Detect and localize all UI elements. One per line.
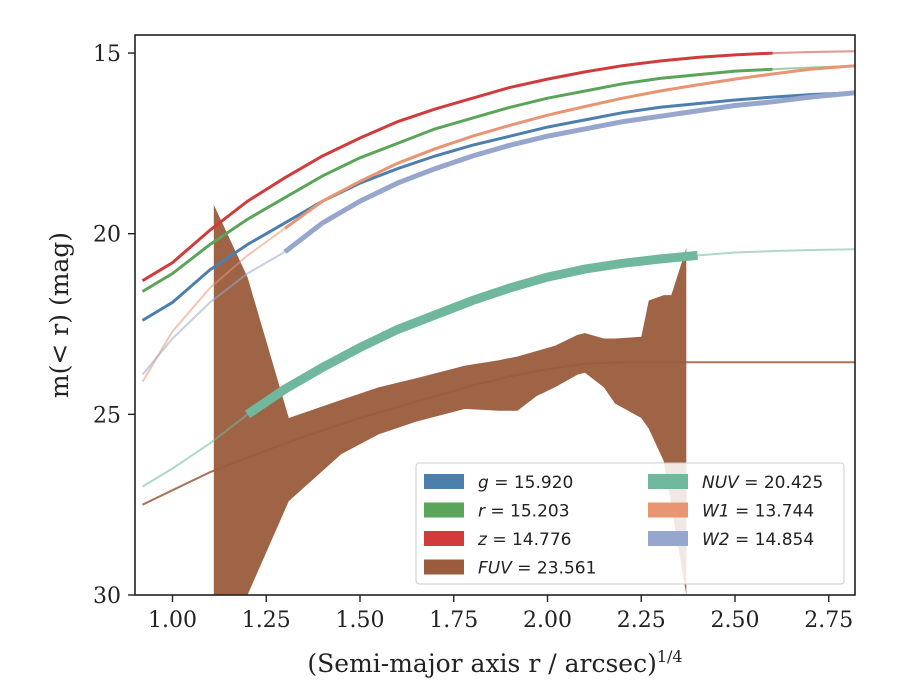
legend-label-g: g = 15.920 <box>478 473 573 493</box>
legend-swatch-w2 <box>648 531 688 546</box>
series-w1-line <box>284 64 855 230</box>
series-w1 <box>141 64 855 383</box>
x-tick-label: 2.25 <box>617 608 666 633</box>
series-r-line <box>141 67 773 293</box>
x-tick-label: 2.75 <box>804 608 853 633</box>
series-w2-line <box>283 90 855 254</box>
series-w2 <box>141 90 855 376</box>
legend-swatch-w1 <box>648 502 688 518</box>
legend-swatch-r <box>424 502 464 518</box>
series-fuv-extrapolated-line <box>142 361 855 506</box>
legend-label-r: r = 15.203 <box>478 502 570 522</box>
legend-swatch-nuv <box>648 474 688 489</box>
x-tick-label: 2.50 <box>711 608 760 633</box>
legend-label-fuv: FUV = 23.561 <box>478 559 596 579</box>
series-fuv <box>142 361 855 506</box>
series-g <box>141 91 855 322</box>
series-r <box>141 64 855 293</box>
y-tick-label: 20 <box>93 223 121 248</box>
y-tick-label: 25 <box>93 403 121 428</box>
series-fuv-band <box>213 204 687 595</box>
x-tick-label: 1.75 <box>429 608 478 633</box>
x-axis-label-superscript: 1/4 <box>657 647 683 666</box>
legend-swatch-g <box>424 474 464 489</box>
series-layer <box>141 50 855 595</box>
y-tick-label: 30 <box>93 584 121 609</box>
y-axis: 15 20 25 30 <box>93 42 135 609</box>
y-axis-label: m(< r) (mag) <box>45 232 74 398</box>
x-axis-label: (Semi-major axis r / arcsec)1/4 <box>307 647 682 678</box>
legend-label-w1: W1 = 13.744 <box>702 502 814 522</box>
series-nuv <box>141 248 855 488</box>
legend-box <box>415 462 845 585</box>
legend: g = 15.920 r = 15.203 z = 14.776 FUV = 23.5… <box>415 462 845 585</box>
series-nuv-line <box>244 250 698 419</box>
legend-label-w2: W2 = 14.854 <box>702 530 814 550</box>
x-tick-label: 1.50 <box>336 608 385 633</box>
legend-swatch-z <box>424 531 464 546</box>
plot-frame <box>134 34 856 596</box>
x-tick-label: 1.25 <box>242 608 291 633</box>
legend-label-nuv: NUV = 20.425 <box>702 473 823 493</box>
legend-swatch-fuv <box>424 559 464 575</box>
y-tick-label: 15 <box>93 42 121 67</box>
series-z-line <box>141 51 773 282</box>
x-axis: 1.00 1.25 1.50 1.75 2.00 2.25 2.50 2.75 <box>148 595 853 633</box>
legend-label-z: z = 14.776 <box>477 530 571 550</box>
series-z <box>141 50 855 282</box>
x-tick-label: 1.00 <box>148 608 197 633</box>
x-axis-label-main: (Semi-major axis r / arcsec) <box>307 649 656 678</box>
series-g-line <box>141 91 855 322</box>
x-tick-label: 2.00 <box>523 608 572 633</box>
